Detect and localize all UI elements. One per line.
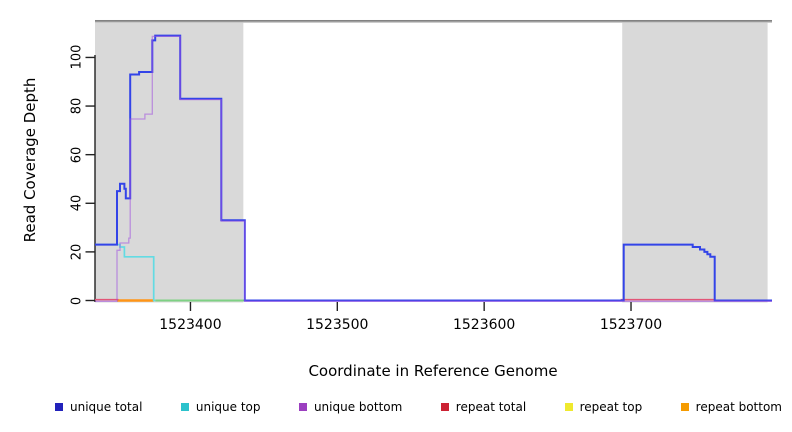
legend-label: unique top — [195, 400, 261, 414]
legend-swatch-repeat-total — [440, 403, 449, 411]
legend-swatch-unique-bottom — [298, 403, 307, 411]
y-tick-label: 0 — [69, 296, 85, 305]
x-tick-label: 1523400 — [159, 317, 222, 333]
shaded-region — [95, 21, 244, 303]
shaded-region — [622, 21, 768, 303]
legend-swatch-repeat-top — [564, 403, 573, 411]
legend-label: unique total — [70, 400, 143, 414]
x-tick-label: 1523500 — [306, 317, 369, 333]
legend-item-repeat-total: repeat total — [440, 400, 527, 414]
series-line-unique-total — [95, 34, 772, 302]
legend-label: repeat top — [579, 400, 643, 414]
boundary-line-shadow — [95, 21, 772, 23]
legend-label: repeat bottom — [695, 400, 782, 414]
x-tick-label: 1523700 — [599, 317, 663, 333]
y-tick-label: 60 — [69, 146, 85, 163]
y-tick-label: 40 — [69, 194, 85, 212]
legend-swatch-repeat-bottom — [680, 403, 689, 411]
legend-item-repeat-bottom: repeat bottom — [680, 400, 782, 414]
legend-item-unique-top: unique top — [180, 400, 261, 414]
legend: unique total unique top unique bottom re… — [55, 400, 782, 414]
x-axis-title: Coordinate in Reference Genome — [308, 362, 558, 380]
y-tick-label: 100 — [69, 45, 85, 70]
legend-label: repeat total — [455, 400, 527, 414]
legend-item-unique-bottom: unique bottom — [298, 400, 403, 414]
legend-swatch-unique-top — [180, 403, 189, 411]
series-line-unique-bottom — [95, 35, 772, 302]
y-tick-label: 20 — [69, 243, 85, 261]
y-axis-title: Read Coverage Depth — [21, 77, 39, 243]
x-tick-label: 1523600 — [452, 317, 516, 333]
y-tick-label: 80 — [69, 97, 85, 115]
legend-item-repeat-top: repeat top — [564, 400, 643, 414]
boundary-line — [95, 19, 772, 22]
legend-swatch-unique-total — [55, 403, 63, 411]
legend-label: unique bottom — [313, 400, 403, 414]
legend-item-unique-total: unique total — [55, 400, 142, 414]
